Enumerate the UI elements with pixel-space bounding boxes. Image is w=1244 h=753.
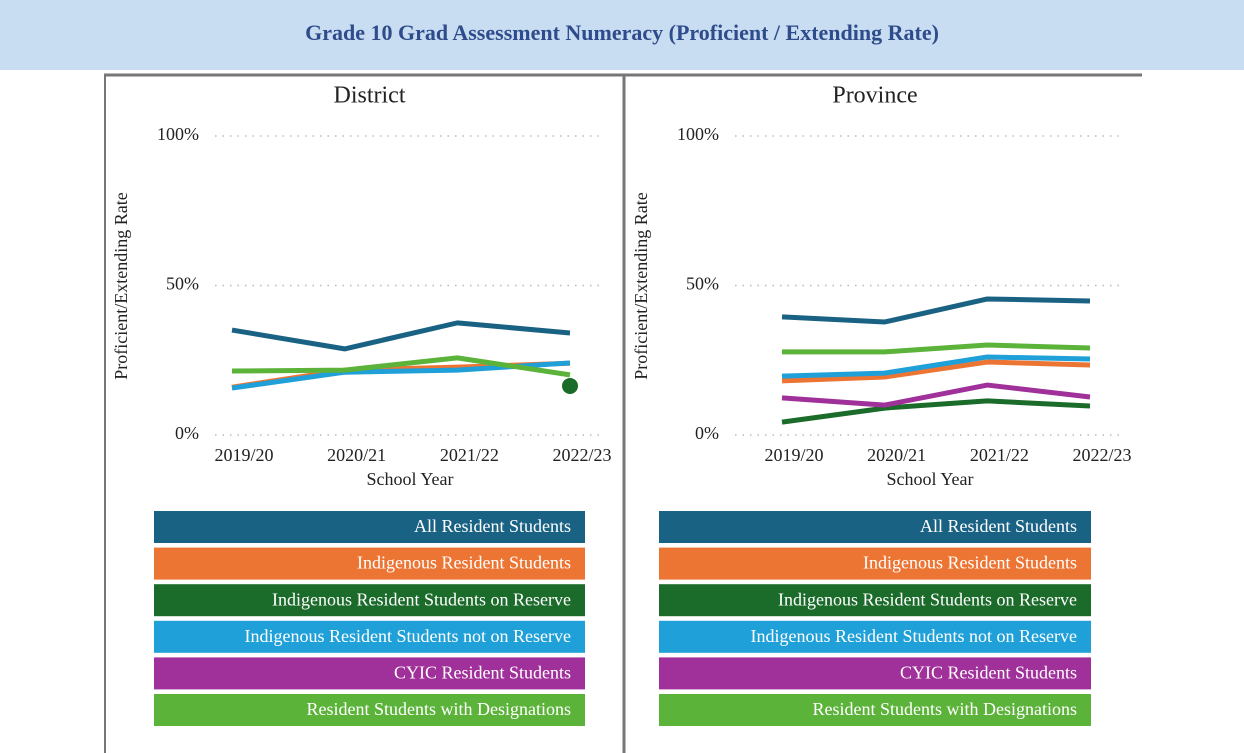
x-tick-label: 2022/23 xyxy=(1072,445,1131,465)
series-line xyxy=(781,359,1091,384)
y-axis-label: Proficient/Extending Rate xyxy=(631,192,651,379)
legend-label: Indigenous Resident Students xyxy=(863,553,1077,573)
x-axis-label: School Year xyxy=(366,469,453,489)
series-line xyxy=(781,382,1091,408)
legend-swatch xyxy=(154,547,585,580)
x-axis-label: School Year xyxy=(886,469,973,489)
data-point xyxy=(562,377,578,394)
y-tick-label: 100% xyxy=(677,124,719,144)
legend-swatch xyxy=(154,657,585,690)
legend-swatch xyxy=(659,620,1091,653)
y-tick-label: 50% xyxy=(686,274,719,294)
series-line xyxy=(782,342,1091,355)
x-tick-label: 2019/20 xyxy=(214,445,273,465)
header-band xyxy=(0,0,1244,70)
y-tick-label: 0% xyxy=(695,423,719,443)
x-tick-label: 2019/20 xyxy=(764,445,823,465)
legend-label: All Resident Students xyxy=(920,516,1077,536)
series-line xyxy=(781,354,1091,379)
legend-label: All Resident Students xyxy=(414,516,571,536)
legend-label: Indigenous Resident Students not on Rese… xyxy=(245,626,571,646)
y-tick-label: 100% xyxy=(157,124,199,144)
legend-swatch xyxy=(659,694,1091,726)
panel-title: District xyxy=(334,83,406,109)
legend-label: Indigenous Resident Students on Reserve xyxy=(272,589,571,609)
legend-label: CYIC Resident Students xyxy=(394,663,571,683)
y-tick-label: 50% xyxy=(166,274,199,294)
legend-label: Resident Students with Designations xyxy=(813,699,1078,719)
legend-swatch xyxy=(659,511,1091,543)
series-line xyxy=(781,398,1091,425)
x-tick-label: 2021/22 xyxy=(440,445,499,465)
x-tick-label: 2021/22 xyxy=(970,445,1029,465)
page-title: Grade 10 Grad Assessment Numeracy (Profi… xyxy=(305,20,939,45)
x-tick-label: 2022/23 xyxy=(552,445,611,465)
legend-label: CYIC Resident Students xyxy=(900,663,1077,683)
legend-swatch xyxy=(154,584,585,617)
y-axis-label: Proficient/Extending Rate xyxy=(111,192,131,379)
legend-swatch xyxy=(154,511,585,543)
series-line xyxy=(781,296,1091,325)
legend-label: Resident Students with Designations xyxy=(307,699,572,719)
series-line xyxy=(231,320,571,352)
legend-label: Indigenous Resident Students on Reserve xyxy=(778,589,1077,609)
y-tick-label: 0% xyxy=(175,423,199,443)
x-tick-label: 2020/21 xyxy=(327,445,386,465)
legend-label: Indigenous Resident Students xyxy=(357,553,571,573)
legend-swatch xyxy=(154,620,585,653)
legend-label: Indigenous Resident Students not on Rese… xyxy=(751,626,1077,646)
panel-title: Province xyxy=(832,83,917,109)
x-tick-label: 2020/21 xyxy=(867,445,926,465)
legend-swatch xyxy=(154,694,585,726)
legend-swatch xyxy=(659,547,1091,580)
series-line xyxy=(231,355,571,378)
legend-swatch xyxy=(659,584,1091,617)
legend-swatch xyxy=(659,657,1091,690)
